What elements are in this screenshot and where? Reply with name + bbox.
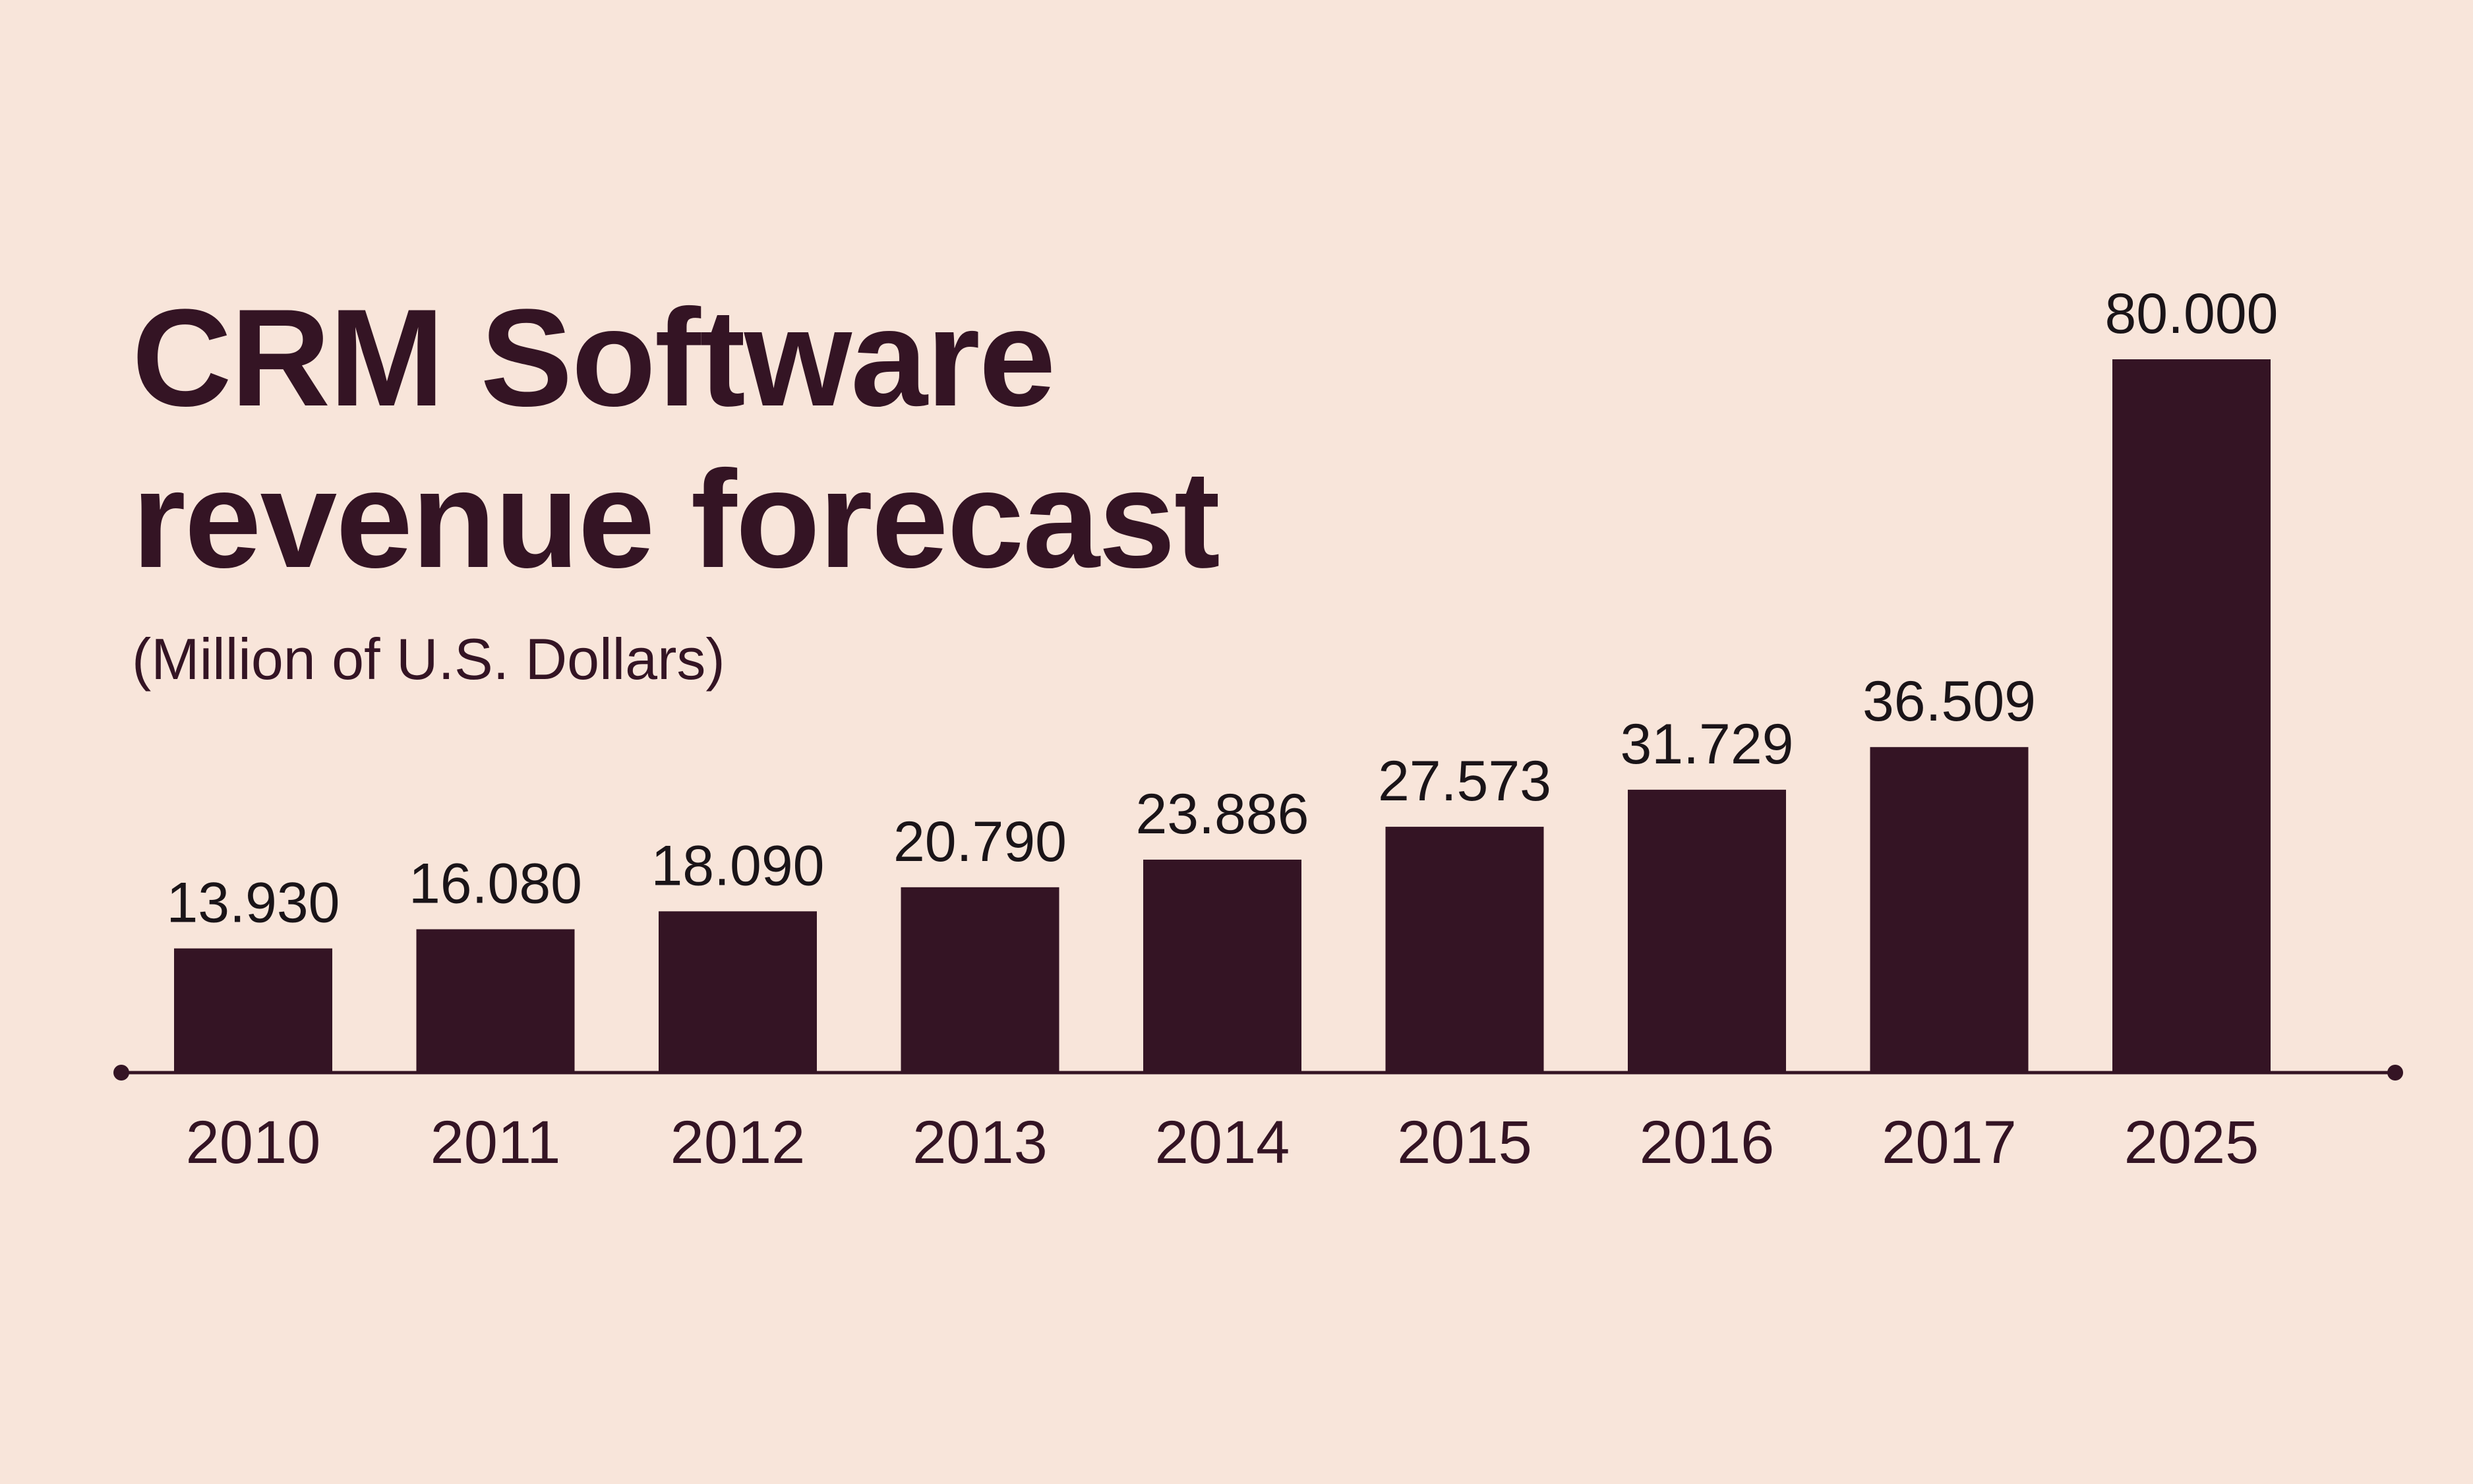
chart-title: CRM Software revenue forecast xyxy=(132,277,1220,600)
bar-2014 xyxy=(1143,859,1301,1073)
x-tick-label-2013: 2013 xyxy=(912,1109,1048,1176)
bar-2012 xyxy=(659,911,817,1073)
bar-2010 xyxy=(174,948,332,1073)
value-label-2010: 13.930 xyxy=(166,872,340,935)
x-tick-label-2017: 2017 xyxy=(1882,1109,2017,1176)
x-axis-right-endpoint xyxy=(2387,1065,2403,1081)
x-tick-label-2011: 2011 xyxy=(431,1109,561,1176)
bars-group xyxy=(174,359,2271,1073)
value-labels-group: 13.930 16.080 18.090 20.790 23.886 27.573 31.7… xyxy=(166,282,2278,935)
x-tick-label-2016: 2016 xyxy=(1640,1109,1775,1176)
year-labels-group: 2010 2011 2012 2013 2014 2015 2016 2017 2025 xyxy=(186,1109,2259,1176)
x-tick-label-2010: 2010 xyxy=(186,1109,321,1176)
bar-2015 xyxy=(1385,827,1544,1073)
x-tick-label-2014: 2014 xyxy=(1155,1109,1290,1176)
value-label-2014: 23.886 xyxy=(1135,783,1309,846)
x-tick-label-2025: 2025 xyxy=(2124,1109,2259,1176)
chart-subtitle: (Million of U.S. Dollars) xyxy=(132,626,725,692)
value-label-2016: 31.729 xyxy=(1620,713,1793,776)
x-axis-left-endpoint xyxy=(113,1065,129,1081)
x-tick-label-2015: 2015 xyxy=(1397,1109,1532,1176)
title-line-2: revenue forecast xyxy=(132,442,1220,597)
value-label-2015: 27.573 xyxy=(1378,750,1551,813)
value-label-2013: 20.790 xyxy=(893,810,1067,874)
value-label-2012: 18.090 xyxy=(651,834,824,897)
value-label-2011: 16.080 xyxy=(409,852,582,916)
bar-2011 xyxy=(416,929,575,1073)
x-tick-label-2012: 2012 xyxy=(670,1109,806,1176)
value-label-2017: 36.509 xyxy=(1862,670,2036,733)
title-line-1: CRM Software xyxy=(132,280,1056,435)
bar-2017 xyxy=(1870,747,2029,1073)
value-label-2025: 80.000 xyxy=(2104,282,2278,345)
bar-2025 xyxy=(2112,359,2271,1073)
bar-2016 xyxy=(1628,789,1786,1073)
bar-2013 xyxy=(901,887,1059,1073)
